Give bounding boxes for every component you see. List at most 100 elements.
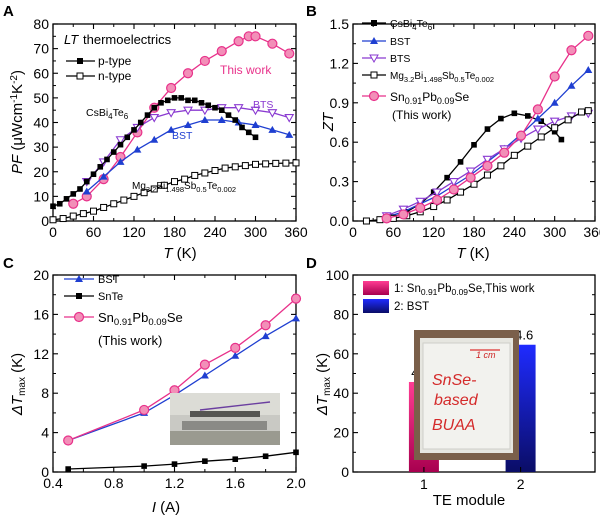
panel-d-photo-text-3: BUAA [432,417,476,434]
panel-a-point-this-work [166,82,177,94]
panel-a-point-mg3-2bi1-498sb0-5te0-002 [150,185,158,193]
panel-d-ytick-label: 40 [333,385,349,401]
panel-b-point-csbi4te6 [471,142,477,148]
panel-a-point-mg3-2bi1-498sb0-5te0-002 [171,178,178,186]
panel-a-point-bts [267,109,278,118]
panel-a-point-mg3-2bi1-498sb0-5te0-002 [130,192,138,200]
panel-c-point-sn0-91pb0-09se-this-work [260,320,271,331]
panel-c-point-snte [293,449,299,456]
panel-b-xtick-label: 240 [503,224,527,240]
panel-a-ytick-label: 50 [33,90,49,106]
panel-c-xtick-label: 0.4 [43,475,63,491]
panel-a-point-csbi4te6 [124,134,131,141]
panel-b-point-mg3-2bi1-498sb0-5te0-002 [362,217,370,225]
panel-a-xtick-label: 300 [244,224,268,240]
panel-b-point-sn0-91pb0-09se-this-work [566,45,577,56]
panel-b-xtick-label: 180 [462,224,486,240]
panel-a-xtick-label: 0 [49,224,57,240]
panel-a-plot: 0 60 120 180 240 300 360 0 10 20 30 40 50 60 70 80 [33,16,307,240]
panel-a-point-bst [285,130,294,138]
panel-c-point-sn0-91pb0-09se-this-work [63,435,74,446]
svg-text:CsBi4Te6: CsBi4Te6 [390,18,433,32]
panel-c-point-sn0-91pb0-09se-this-work [139,404,150,416]
panel-c-point-snte [202,458,208,464]
panel-a-point-csbi4te6 [245,129,252,136]
panel-b-point-sn0-91pb0-09se-this-work [415,202,426,213]
panel-a-point-mg3-2bi1-498sb0-5te0-002 [90,207,97,215]
panel-a-point-csbi4te6 [104,156,110,163]
panel-b-point-sn0-91pb0-09se-this-work [448,184,459,195]
panel-a-point-csbi4te6 [151,104,158,111]
panel-b-point-bts [532,125,543,135]
panel-c-point-snte [262,453,269,460]
panel-a-ytick-label: 40 [33,115,49,131]
panel-b-point-bts [415,197,426,207]
panel-a-point-csbi4te6 [97,164,104,170]
svg-text:(This work): (This work) [98,333,162,348]
panel-a-point-csbi4te6 [164,97,171,104]
panel-d-category-label: 1 [420,476,428,492]
svg-text:BTS: BTS [390,53,410,65]
panel-b-point-csbi4te6 [430,189,437,195]
panel-a-ytick-label: 80 [33,16,49,32]
panel-a-point-bst [82,187,91,195]
panel-b-point-csbi4te6 [551,128,558,135]
panel-label-d: D [306,255,317,272]
panel-a-point-csbi4te6 [218,107,225,113]
panel-c-ytick-label: 4 [41,425,49,441]
svg-text:BST: BST [98,274,120,286]
panel-b-point-sn0-91pb0-09se-this-work [398,209,409,220]
svg-text:2: BST: 2: BST [394,301,429,313]
panel-a-point-csbi4te6 [205,102,212,109]
panel-a-point-bst [133,145,142,153]
panel-d-ytick-label: 60 [333,346,349,362]
panel-a-point-csbi4te6 [185,97,191,104]
panel-a-point-mg3-2bi1-498sb0-5te0-002 [211,167,219,175]
panel-b-xtick-label: 0 [349,224,357,240]
panel-b-line-csbi4te6 [379,112,562,221]
panel-a-point-mg3-2bi1-498sb0-5te0-002 [282,159,290,167]
panel-a-point-csbi4te6 [77,186,83,192]
panel-b-ytick-label: 1.5 [330,16,350,32]
panel-a-point-mg3-2bi1-498sb0-5te0-002 [221,164,229,172]
panel-a-xtick-label: 360 [284,224,308,240]
panel-b-ylabel: ZT [320,111,337,132]
panel-b-point-mg3-2bi1-498sb0-5te0-002 [524,142,532,150]
panel-b-point-bst [567,81,576,89]
panel-a-point-csbi4te6 [56,200,63,207]
panel-a-legend-title: LT [64,32,79,47]
panel-a-point-csbi4te6 [252,134,259,141]
panel-a-point-csbi4te6 [198,100,205,106]
panel-a-point-mg3-2bi1-498sb0-5te0-002 [100,203,108,211]
panel-a-point-mg3-2bi1-498sb0-5te0-002 [241,162,249,170]
panel-a-point-csbi4te6 [158,100,164,106]
panel-a-point-bst [268,125,277,133]
panel-a-xtick-label: 240 [203,224,227,240]
panel-a-point-csbi4te6 [70,191,77,197]
panel-a-point-mg3-2bi1-498sb0-5te0-002 [110,200,118,208]
panel-a-point-csbi4te6 [212,104,218,111]
panel-a-point-bst [150,135,159,143]
panel-b-xtick-label: 60 [386,224,402,240]
panel-a-point-csbi4te6 [63,196,70,202]
panel-a-point-csbi4te6 [178,95,185,101]
panel-b-point-sn0-91pb0-09se-this-work [583,30,594,41]
panel-a-point-csbi4te6 [225,112,232,118]
panel-d-ylabel: ΔTmax (K) [314,353,333,416]
panel-d-photo: 1 cm SnSe- based BUAA [414,330,519,460]
panel-a-point-this-work [284,48,295,59]
panel-c-point-bst [231,351,240,359]
panel-c-line-snte [68,451,297,470]
panel-a-point-csbi4te6 [137,119,144,126]
panel-b-point-mg3-2bi1-498sb0-5te0-002 [584,107,592,115]
panel-c-point-sn0-91pb0-09se-this-work [230,342,241,353]
panel-a-point-this-work [182,68,194,79]
panel-b-point-sn0-91pb0-09se-this-work [499,147,510,158]
panel-c-ytick-label: 0 [41,464,49,480]
panel-a-point-mg3-2bi1-498sb0-5te0-002 [49,216,57,224]
panel-a-point-mg3-2bi1-498sb0-5te0-002 [59,215,67,223]
panel-c-xtick-label: 1.2 [165,475,185,491]
svg-text:Sn0.91Pb0.09Se: Sn0.91Pb0.09Se [390,90,469,106]
panel-a-point-bts [284,114,295,123]
